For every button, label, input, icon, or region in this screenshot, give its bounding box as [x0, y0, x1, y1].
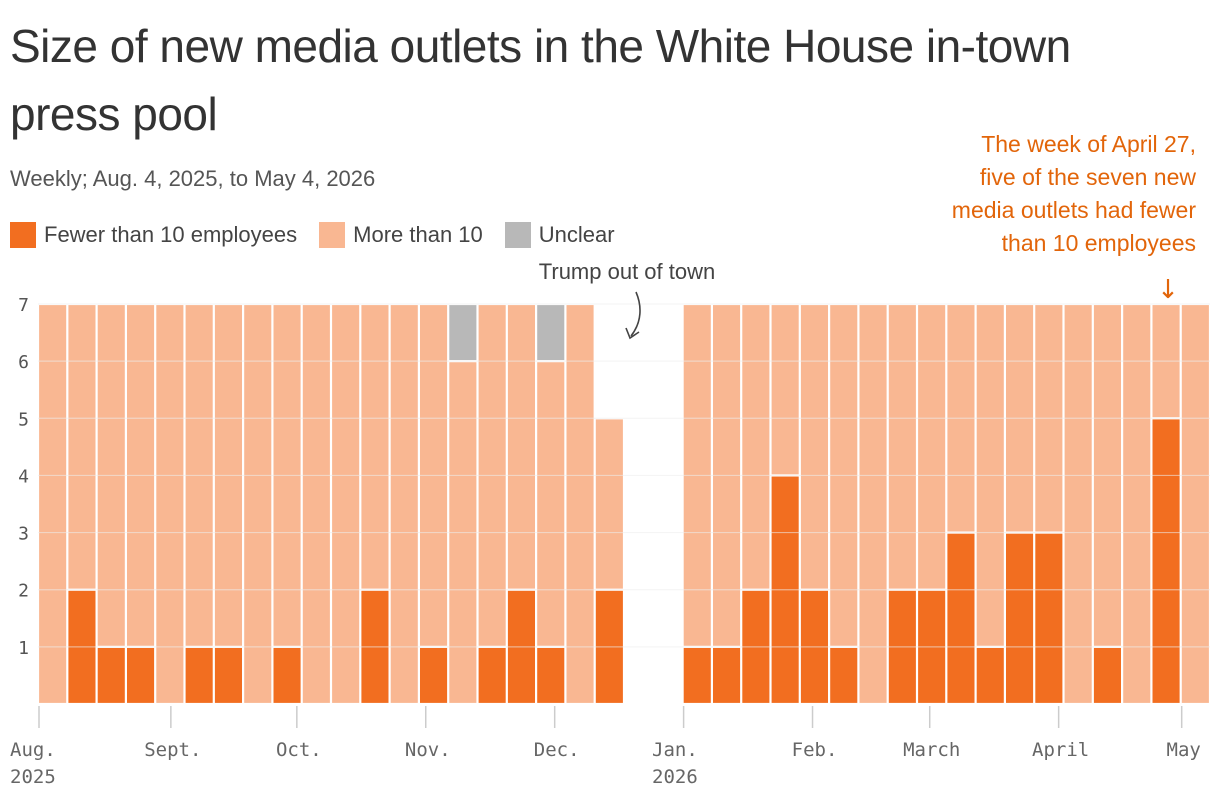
y-tick-label-5: 5 — [18, 409, 29, 430]
legend-label-more: More than 10 — [353, 222, 483, 247]
legend-item-more: More than 10 — [319, 222, 483, 248]
legend-label-fewer: Fewer than 10 employees — [44, 222, 298, 247]
bar-segment-1-week-35 — [1064, 305, 1092, 703]
bars-group — [39, 305, 1209, 703]
bar-segment-1-week-37 — [1123, 305, 1151, 703]
bar-segment-1-week-11 — [361, 305, 389, 589]
bar-segment-2-week-14 — [449, 305, 477, 361]
bar-segment-0-week-27 — [830, 647, 858, 703]
legend-swatch-fewer — [10, 222, 36, 248]
x-tick-label-1: Sept. — [144, 739, 201, 761]
bar-segment-0-week-8 — [273, 647, 301, 703]
x-tick-label-2: Oct. — [276, 739, 322, 761]
bar-segment-0-week-32 — [976, 647, 1004, 703]
bar-segment-0-week-36 — [1093, 647, 1121, 703]
legend: Fewer than 10 employees More than 10 Unc… — [10, 222, 637, 248]
x-tick-label-7: March — [903, 739, 960, 761]
y-tick-label-6: 6 — [18, 352, 29, 373]
legend-item-unclear: Unclear — [504, 222, 615, 248]
x-tick-label-6: Feb. — [792, 739, 838, 761]
bar-segment-0-week-13 — [420, 647, 448, 703]
bar-segment-1-week-25 — [771, 305, 799, 475]
chart-title: Size of new media outlets in the White H… — [10, 20, 1071, 140]
trump-annotation-arrow-icon — [630, 291, 641, 337]
trump-annotation-arrowhead-icon — [625, 327, 640, 340]
legend-swatch-more — [319, 222, 346, 248]
x-tick-sublabel-5: 2026 — [652, 766, 698, 788]
bar-segment-1-week-39 — [1181, 305, 1209, 703]
bar-segment-0-week-34 — [1035, 533, 1063, 703]
bar-segment-2-week-17 — [537, 305, 565, 361]
bar-segment-1-week-28 — [859, 305, 887, 703]
bar-segment-0-week-6 — [214, 647, 242, 703]
bar-segment-1-week-18 — [566, 305, 594, 703]
x-tick-label-5: Jan. — [652, 739, 698, 761]
bar-segment-0-week-15 — [478, 647, 506, 703]
bar-segment-0-week-5 — [185, 647, 213, 703]
bar-segment-1-week-0 — [39, 305, 67, 703]
bar-segment-1-week-17 — [537, 362, 565, 646]
bar-segment-0-week-38 — [1152, 419, 1180, 703]
bar-segment-0-week-2 — [97, 647, 125, 703]
bar-segment-0-week-17 — [537, 647, 565, 703]
bar-segment-1-week-9 — [302, 305, 330, 703]
legend-item-fewer: Fewer than 10 employees — [10, 222, 297, 248]
bar-segment-0-week-31 — [947, 533, 975, 703]
bar-segment-1-week-1 — [68, 305, 96, 589]
april-annotation: The week of April 27, five of the seven … — [951, 131, 1196, 256]
bar-segment-1-week-7 — [244, 305, 272, 703]
y-tick-label-2: 2 — [18, 581, 29, 602]
trump-annotation-label: Trump out of town — [539, 259, 715, 284]
x-tick-label-9: May — [1167, 739, 1201, 761]
x-tick-label-4: Dec. — [534, 739, 580, 761]
bar-segment-1-week-19 — [595, 419, 623, 589]
y-tick-label-4: 4 — [18, 466, 29, 487]
x-tick-label-3: Nov. — [405, 739, 451, 761]
bar-segment-1-week-12 — [390, 305, 418, 703]
chart-subtitle: Weekly; Aug. 4, 2025, to May 4, 2026 — [10, 166, 376, 191]
bar-segment-1-week-26 — [800, 305, 828, 589]
bar-segment-0-week-22 — [683, 647, 711, 703]
legend-label-unclear: Unclear — [538, 222, 615, 247]
x-tick-label-0: Aug. — [10, 739, 56, 761]
bar-segment-1-week-30 — [918, 305, 946, 589]
bar-segment-0-week-33 — [1006, 533, 1034, 703]
bar-segment-1-week-16 — [507, 305, 535, 589]
bar-segment-1-week-29 — [888, 305, 916, 589]
legend-swatch-unclear — [504, 222, 531, 248]
april-annotation-arrow-icon: ↓ — [1157, 275, 1179, 305]
x-tick-sublabel-0: 2025 — [10, 766, 56, 788]
bar-segment-1-week-4 — [156, 305, 184, 703]
y-tick-label-3: 3 — [18, 524, 29, 545]
y-tick-label-1: 1 — [18, 638, 29, 659]
bar-segment-1-week-10 — [332, 305, 360, 703]
x-tick-label-8: April — [1032, 739, 1089, 761]
y-tick-label-7: 7 — [18, 295, 29, 316]
bar-segment-0-week-3 — [127, 647, 155, 703]
bar-segment-1-week-24 — [742, 305, 770, 589]
bar-segment-0-week-23 — [713, 647, 741, 703]
